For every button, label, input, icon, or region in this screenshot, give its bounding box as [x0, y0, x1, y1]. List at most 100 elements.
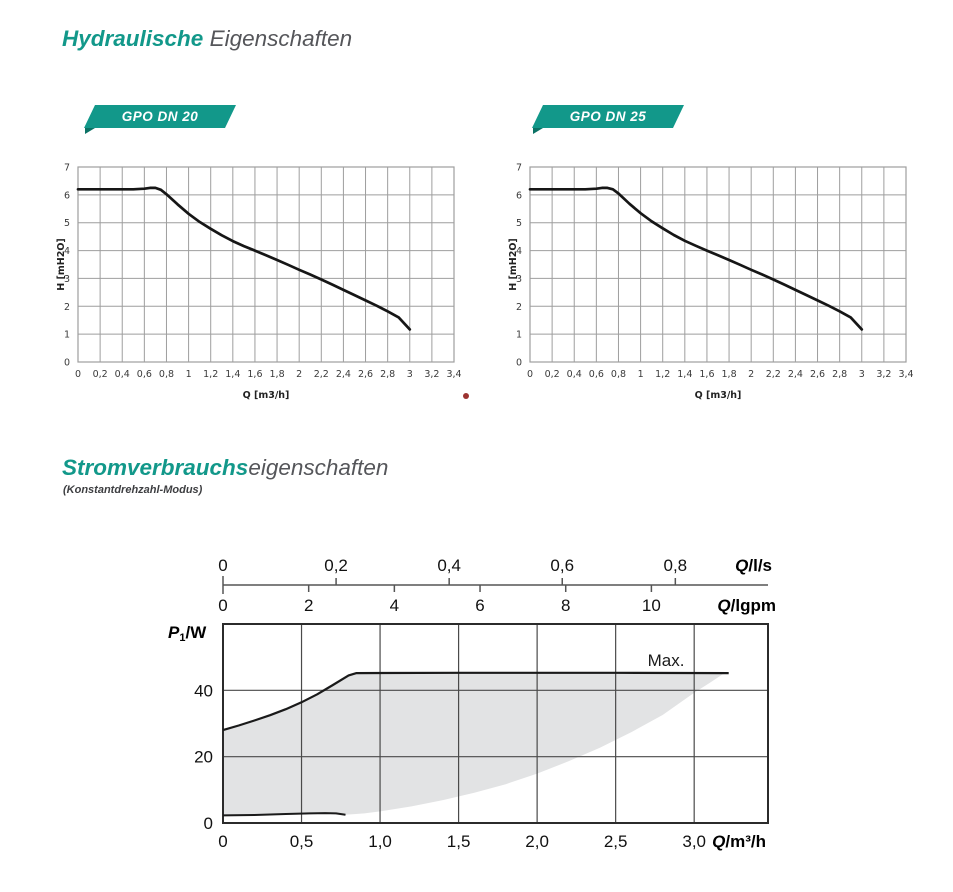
svg-text:2,5: 2,5 — [604, 832, 628, 851]
svg-text:1: 1 — [186, 369, 192, 380]
svg-text:2: 2 — [296, 369, 302, 380]
svg-text:0,2: 0,2 — [324, 556, 348, 575]
svg-text:0,2: 0,2 — [545, 369, 560, 380]
svg-text:0,6: 0,6 — [550, 556, 574, 575]
svg-text:1,6: 1,6 — [699, 369, 714, 380]
svg-text:2,0: 2,0 — [525, 832, 549, 851]
svg-text:Max.: Max. — [648, 651, 685, 670]
svg-text:1,4: 1,4 — [225, 369, 240, 380]
banner-fold — [85, 128, 95, 134]
svg-text:0: 0 — [218, 832, 227, 851]
power-title-accent: Stromverbrauchs — [62, 455, 249, 480]
svg-text:2,8: 2,8 — [832, 369, 847, 380]
hydraulic-title-rest: Eigenschaften — [203, 26, 353, 51]
svg-text:40: 40 — [194, 681, 213, 700]
svg-text:1,8: 1,8 — [722, 369, 737, 380]
svg-text:0,8: 0,8 — [664, 556, 688, 575]
svg-text:1: 1 — [638, 369, 644, 380]
svg-text:1,5: 1,5 — [447, 832, 471, 851]
svg-text:3: 3 — [859, 369, 865, 380]
svg-text:0: 0 — [527, 369, 533, 380]
hydraulic-chart-gpo-dn-25: 0 0,2 0,4 0,6 0,8 1 1,2 1,4 1,6 1,8 2 2,2 2,4 2,6 2,8 3… — [508, 163, 914, 402]
hydraulic-section-title: Hydraulische Eigenschaften — [62, 26, 352, 52]
svg-text:3: 3 — [407, 369, 413, 380]
svg-text:2,6: 2,6 — [358, 369, 373, 380]
svg-text:0: 0 — [204, 814, 213, 833]
banner-background — [532, 105, 684, 128]
svg-text:2,8: 2,8 — [380, 369, 395, 380]
svg-text:2,4: 2,4 — [336, 369, 351, 380]
svg-text:H [mH2O]: H [mH2O] — [508, 238, 519, 290]
svg-text:2,2: 2,2 — [314, 369, 329, 380]
svg-text:1,6: 1,6 — [247, 369, 262, 380]
svg-text:6: 6 — [64, 190, 70, 201]
svg-text:3: 3 — [64, 274, 70, 285]
svg-text:3,2: 3,2 — [424, 369, 439, 380]
banner-gpo-dn-20-label: GPO DN 20 — [121, 109, 199, 124]
svg-text:10: 10 — [642, 596, 661, 615]
power-section-title: Stromverbrauchseigenschaften — [62, 455, 388, 481]
svg-text:0: 0 — [64, 358, 70, 369]
svg-text:0,6: 0,6 — [137, 369, 152, 380]
svg-text:0,4: 0,4 — [437, 556, 461, 575]
svg-text:0: 0 — [218, 596, 227, 615]
svg-text:4: 4 — [516, 246, 522, 257]
banner-fold — [533, 128, 543, 134]
svg-text:Q/l/s: Q/l/s — [735, 556, 772, 575]
svg-text:1: 1 — [64, 330, 70, 341]
svg-text:P1/W: P1/W — [168, 623, 207, 644]
svg-text:2,4: 2,4 — [788, 369, 803, 380]
svg-text:2: 2 — [304, 596, 313, 615]
svg-text:1,2: 1,2 — [655, 369, 670, 380]
svg-text:Q/lgpm: Q/lgpm — [717, 596, 776, 615]
svg-text:Q/m³/h: Q/m³/h — [712, 832, 766, 851]
svg-text:1,8: 1,8 — [270, 369, 285, 380]
svg-text:5: 5 — [64, 218, 70, 229]
svg-text:H [mH2O]: H [mH2O] — [56, 238, 67, 290]
svg-text:3: 3 — [516, 274, 522, 285]
svg-text:0: 0 — [218, 556, 227, 575]
svg-text:0,4: 0,4 — [115, 369, 130, 380]
svg-text:0,2: 0,2 — [93, 369, 108, 380]
svg-text:20: 20 — [194, 748, 213, 767]
svg-text:2,6: 2,6 — [810, 369, 825, 380]
power-section-subtitle: (Konstantdrehzahl-Modus) — [63, 484, 203, 496]
svg-text:5: 5 — [516, 218, 522, 229]
svg-text:2: 2 — [64, 302, 70, 313]
banner-gpo-dn-25-label: GPO DN 25 — [569, 109, 647, 124]
svg-text:Q [m3/h]: Q [m3/h] — [695, 390, 742, 401]
svg-text:2: 2 — [516, 302, 522, 313]
svg-text:Q [m3/h]: Q [m3/h] — [243, 390, 290, 401]
svg-text:1,4: 1,4 — [677, 369, 692, 380]
svg-text:0: 0 — [516, 358, 522, 369]
svg-text:4: 4 — [390, 596, 399, 615]
svg-text:2: 2 — [748, 369, 754, 380]
svg-text:2,2: 2,2 — [766, 369, 781, 380]
svg-text:3,2: 3,2 — [876, 369, 891, 380]
svg-text:0,5: 0,5 — [290, 832, 314, 851]
svg-text:3,4: 3,4 — [446, 369, 461, 380]
svg-text:1: 1 — [516, 330, 522, 341]
banner-gpo-dn-25: GPO DN 25 — [532, 105, 684, 134]
banner-gpo-dn-20: GPO DN 20 — [84, 105, 236, 134]
svg-text:0: 0 — [75, 369, 81, 380]
svg-text:4: 4 — [64, 246, 70, 257]
svg-text:1,2: 1,2 — [203, 369, 218, 380]
svg-text:6: 6 — [475, 596, 484, 615]
svg-text:0,8: 0,8 — [611, 369, 626, 380]
power-title-rest: eigenschaften — [248, 455, 389, 480]
svg-text:0,4: 0,4 — [567, 369, 582, 380]
svg-text:3,4: 3,4 — [898, 369, 913, 380]
svg-text:3,0: 3,0 — [682, 832, 706, 851]
hydraulic-chart-gpo-dn-20: 0 0,2 0,4 0,6 0,8 1 1,2 1,4 1,6 1,8 2 2,2 2,4 2,6 2,8 3… — [56, 163, 462, 402]
svg-text:8: 8 — [561, 596, 570, 615]
svg-text:7: 7 — [516, 163, 522, 174]
red-dot-marker — [463, 393, 469, 399]
svg-text:1,0: 1,0 — [368, 832, 392, 851]
svg-text:7: 7 — [64, 163, 70, 174]
hydraulic-title-accent: Hydraulische — [62, 26, 204, 51]
svg-text:0,6: 0,6 — [589, 369, 604, 380]
svg-text:6: 6 — [516, 190, 522, 201]
